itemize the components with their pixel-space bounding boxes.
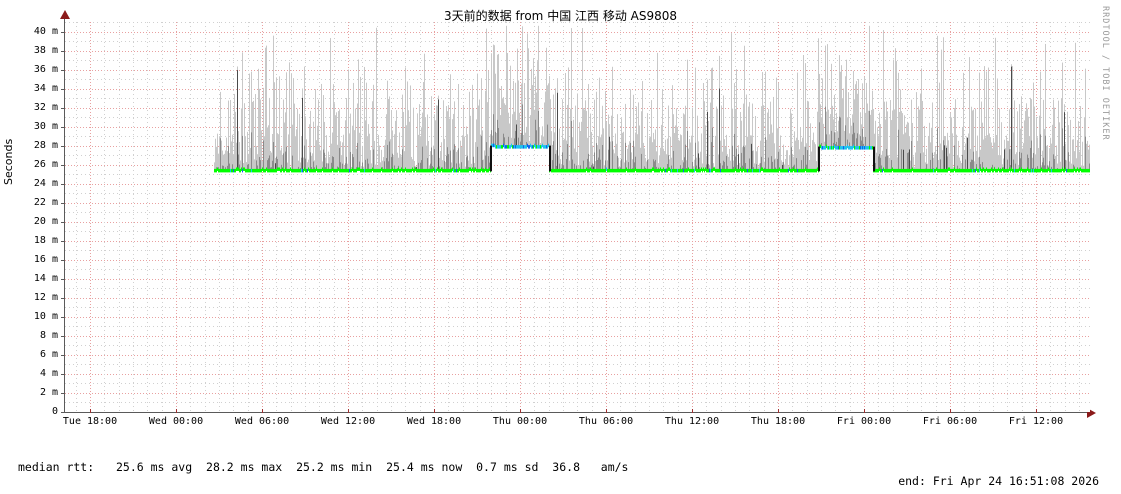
median-rtt-max: 28.2 ms max xyxy=(206,460,283,474)
x-axis-tick-label: Wed 18:00 xyxy=(406,416,462,427)
median-rtt-min: 25.2 ms min xyxy=(296,460,373,474)
y-axis-tick-label: 0 xyxy=(51,406,58,417)
y-axis-tick-mark xyxy=(61,164,65,166)
x-axis-tick-mark xyxy=(606,409,607,413)
x-axis-tick-label: Wed 00:00 xyxy=(148,416,204,427)
y-axis-tick-mark xyxy=(61,183,65,185)
latency-series xyxy=(214,25,1090,173)
x-axis-line xyxy=(65,412,1090,413)
y-axis-tick-label: 2 m xyxy=(39,386,58,398)
y-axis-tick-mark xyxy=(61,145,65,147)
y-axis-tick-label: 16 m xyxy=(33,253,58,265)
y-axis-tick-mark xyxy=(61,126,65,128)
y-axis-tick-label: 38 m xyxy=(33,44,58,56)
y-axis-tick-mark xyxy=(61,221,65,223)
y-axis-tick-label: 26 m xyxy=(33,158,58,170)
x-axis-tick-label: Tue 18:00 xyxy=(62,416,118,427)
median-rtt-sd: 0.7 ms sd xyxy=(476,460,539,474)
x-axis-arrow-icon xyxy=(1087,408,1096,418)
plot-area xyxy=(65,22,1090,412)
median-rtt-avg: 25.6 ms avg xyxy=(116,460,193,474)
x-axis-tick-label: Thu 18:00 xyxy=(750,416,806,427)
rrdtool-watermark: RRDTOOL / TOBI OETIKER xyxy=(1100,6,1110,141)
y-axis-tick-label: 22 m xyxy=(33,196,58,208)
x-axis-tick-label: Fri 12:00 xyxy=(1008,416,1064,427)
y-axis-tick-mark xyxy=(61,259,65,261)
y-axis-tick-mark xyxy=(61,392,65,394)
y-axis-tick-label: 32 m xyxy=(33,101,58,113)
x-axis-tick-label: Fri 00:00 xyxy=(836,416,892,427)
x-axis-tick-mark xyxy=(1036,409,1037,413)
x-axis-tick-mark xyxy=(692,409,693,413)
x-axis-tick-label: Fri 06:00 xyxy=(922,416,978,427)
x-axis-tick-mark xyxy=(778,409,779,413)
y-axis-tick-label: 30 m xyxy=(33,120,58,132)
y-axis-tick-mark xyxy=(61,335,65,337)
x-axis-tick-label: Thu 12:00 xyxy=(664,416,720,427)
y-axis-tick-mark xyxy=(61,69,65,71)
y-axis-tick-label: 24 m xyxy=(33,177,58,189)
y-axis-tick-mark xyxy=(61,354,65,356)
y-axis-tick-mark xyxy=(61,88,65,90)
x-axis-tick-mark xyxy=(348,409,349,413)
y-axis-tick-label: 34 m xyxy=(33,82,58,94)
y-axis-tick-mark xyxy=(61,50,65,52)
x-axis-tick-mark xyxy=(90,409,91,413)
x-axis-tick-mark xyxy=(176,409,177,413)
median-rtt-ams-value: 36.8 xyxy=(552,460,580,474)
y-axis-tick-label: 4 m xyxy=(39,367,58,379)
y-axis-tick-label: 12 m xyxy=(33,291,58,303)
y-axis-line xyxy=(64,18,65,413)
x-axis-tick-mark xyxy=(434,409,435,413)
y-axis-tick-mark xyxy=(61,412,65,413)
y-axis-labels: 40 m 38 m 36 m 34 m 32 m 30 m 28 m 26 m 24 m 22 m… xyxy=(0,0,65,494)
median-rtt-row: median rtt: 25.6 ms avg 28.2 ms max 25.2 … xyxy=(18,460,628,475)
y-axis-tick-mark xyxy=(61,278,65,280)
median-rtt-label: median rtt: xyxy=(18,460,95,474)
y-axis-tick-label: 20 m xyxy=(33,215,58,227)
y-axis-tick-mark xyxy=(61,107,65,109)
y-axis-tick-label: 18 m xyxy=(33,234,58,246)
y-axis-tick-mark xyxy=(61,202,65,204)
y-axis-tick-mark xyxy=(61,316,65,318)
y-axis-tick-label: 28 m xyxy=(33,139,58,151)
y-axis-tick-label: 40 m xyxy=(33,25,58,37)
y-axis-tick-mark xyxy=(61,297,65,299)
y-axis-tick-label: 36 m xyxy=(33,63,58,75)
page-title: 3天前的数据 from 中国 江西 移动 AS9808 xyxy=(444,9,677,23)
x-axis-tick-label: Thu 06:00 xyxy=(578,416,634,427)
x-axis-tick-label: Thu 00:00 xyxy=(492,416,548,427)
y-axis-tick-mark xyxy=(61,240,65,242)
x-axis-tick-mark xyxy=(262,409,263,413)
median-rtt-now: 25.4 ms now xyxy=(386,460,463,474)
median-rtt-ams-unit: am/s xyxy=(600,460,629,474)
y-axis-tick-mark xyxy=(61,373,65,375)
y-axis-tick-label: 14 m xyxy=(33,272,58,284)
y-axis-tick-label: 8 m xyxy=(39,329,58,341)
y-axis-tick-mark xyxy=(61,31,65,33)
y-axis-arrow-icon xyxy=(60,10,70,19)
x-axis-tick-label: Wed 12:00 xyxy=(320,416,376,427)
plot-clip xyxy=(65,22,1090,412)
y-axis-tick-label: 10 m xyxy=(33,310,58,322)
statistics-block: median rtt: 25.6 ms avg 28.2 ms max 25.2 … xyxy=(18,431,628,494)
x-axis-tick-label: Wed 06:00 xyxy=(234,416,290,427)
end-timestamp: end: Fri Apr 24 16:51:08 2026 xyxy=(898,474,1099,488)
y-axis-tick-label: 6 m xyxy=(39,348,58,360)
x-axis-tick-mark xyxy=(864,409,865,413)
x-axis-tick-mark xyxy=(950,409,951,413)
x-axis-tick-mark xyxy=(520,409,521,413)
